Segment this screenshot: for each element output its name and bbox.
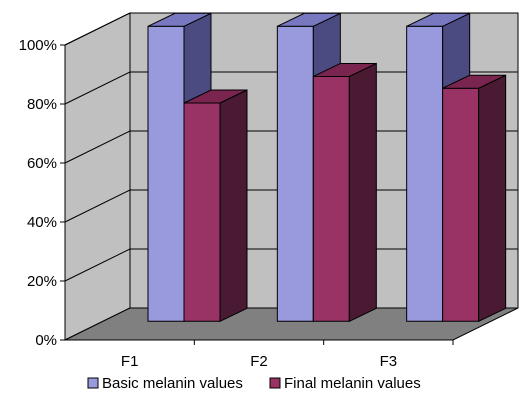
gridline [64,130,518,164]
bar-f1-series-1-front [147,25,185,322]
bar-f1-series-1-top [147,12,212,27]
side-wall [64,12,131,341]
x-tick-label: F2 [250,353,268,370]
bar-f2-series-1-top [277,12,341,27]
gridline [64,71,518,105]
legend-swatch [87,377,99,389]
gridline [64,12,518,46]
bar-f1-series-2-front [183,102,221,322]
bar-f1-series-2-side [219,89,248,323]
bar-f3-series-1-top [406,12,470,27]
bar-f2-series-2-front [312,75,350,322]
y-tick-label: 0% [35,332,57,349]
gridline [64,248,518,282]
y-tick-label: 100% [19,37,57,54]
bar-f3-series-1-front [406,25,444,322]
legend-swatch [269,377,281,389]
gridline [64,189,518,223]
y-tick-label: 60% [27,155,57,172]
bar-f2-series-1-front [276,25,314,322]
bar-f2-series-2-top [313,62,377,77]
bar-f1-series-2-top [183,89,248,104]
x-tick-label: F1 [121,353,139,370]
bar-f3-series-2-top [442,74,506,89]
y-tick-label: 80% [27,96,57,113]
legend-label: Basic melanin values [102,375,243,392]
y-tick-label: 40% [27,214,57,231]
bar-f3-series-2-side [478,74,507,323]
legend-label: Final melanin values [284,375,421,392]
bar-f2-series-2-side [348,62,377,323]
y-tick-label: 20% [27,273,57,290]
x-tick-label: F3 [380,353,398,370]
bar-f3-series-2-front [442,87,480,322]
